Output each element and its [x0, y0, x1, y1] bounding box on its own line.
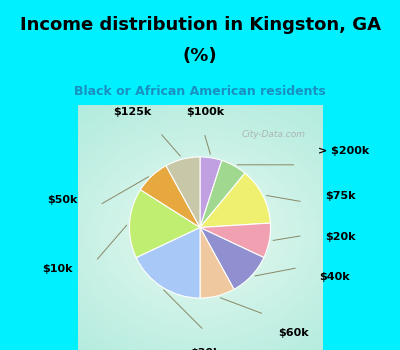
Text: $125k: $125k: [113, 107, 151, 117]
Text: $10k: $10k: [42, 264, 73, 274]
Wedge shape: [200, 160, 245, 228]
Text: $50k: $50k: [47, 195, 78, 205]
Wedge shape: [200, 228, 234, 298]
Text: Income distribution in Kingston, GA: Income distribution in Kingston, GA: [20, 16, 380, 34]
Wedge shape: [200, 228, 264, 289]
Wedge shape: [136, 228, 200, 298]
Text: $40k: $40k: [320, 272, 350, 281]
Wedge shape: [166, 157, 200, 228]
Text: $60k: $60k: [278, 328, 309, 338]
Text: > $200k: > $200k: [318, 146, 369, 156]
Wedge shape: [130, 190, 200, 258]
Text: City-Data.com: City-Data.com: [242, 130, 306, 139]
Wedge shape: [140, 166, 200, 228]
Wedge shape: [200, 173, 270, 228]
Text: $100k: $100k: [186, 107, 224, 117]
Text: Black or African American residents: Black or African American residents: [74, 85, 326, 98]
Text: $20k: $20k: [326, 232, 356, 242]
Text: $75k: $75k: [326, 191, 356, 201]
Wedge shape: [200, 223, 270, 258]
Wedge shape: [200, 157, 222, 228]
Text: $30k: $30k: [190, 348, 220, 350]
Text: (%): (%): [183, 47, 217, 65]
